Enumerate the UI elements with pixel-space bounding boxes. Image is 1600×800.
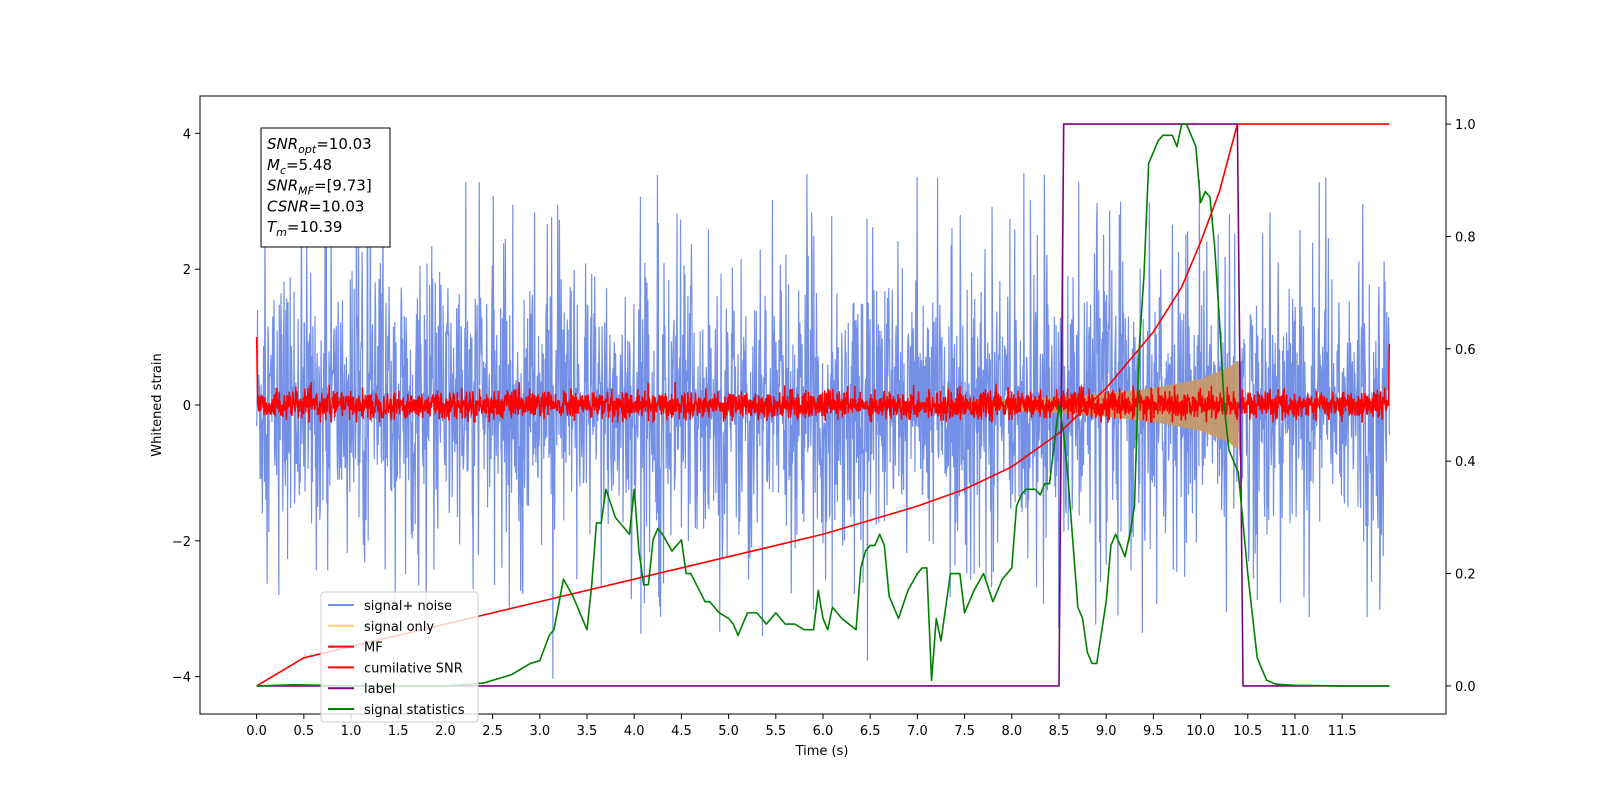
x-tick-label: 8.5 (1049, 724, 1070, 739)
info-symbol: M (267, 156, 280, 174)
info-subscript: c (280, 164, 286, 177)
x-tick-label: 4.5 (671, 724, 692, 739)
series-signal-noise (256, 173, 1390, 679)
legend-label: signal+ noise (364, 599, 452, 614)
info-symbol: T (267, 218, 278, 236)
x-tick-label: 0.0 (246, 724, 267, 739)
info-value: =10.03 (316, 135, 372, 153)
y-axis-right: 1.0 0.8 0.6 0.4 0.2 0.0 (1446, 118, 1476, 695)
x-tick-label: 5.0 (718, 724, 739, 739)
x-tick-label: 10.0 (1186, 724, 1215, 739)
info-value: =5.48 (286, 156, 332, 174)
x-axis-title: Time (s) (795, 744, 849, 759)
info-symbol: SNR (267, 135, 298, 153)
x-tick-label: 5.5 (765, 724, 786, 739)
legend-label: cumilative SNR (364, 661, 463, 676)
series-mf (255, 337, 1391, 423)
series-label (256, 123, 1390, 687)
series-signal-statistics (256, 123, 1390, 687)
x-tick-label: 1.0 (341, 724, 362, 739)
x-tick-label: 6.0 (813, 724, 834, 739)
x-tick-label: 1.5 (388, 724, 409, 739)
y-tick-label: −4 (172, 671, 191, 686)
x-tick-label: 9.0 (1096, 724, 1117, 739)
legend-label: MF (364, 641, 383, 656)
legend-label: signal only (364, 620, 434, 635)
info-box-line: Mc=5.48 (267, 156, 332, 177)
info-box-line: CSNR=10.03 (267, 197, 364, 215)
y-axis-left: 4 2 0 −2 −4 (172, 127, 200, 686)
x-tick-label: 11.0 (1280, 724, 1309, 739)
x-tick-label: 3.0 (529, 724, 550, 739)
y2-tick-label: 1.0 (1455, 118, 1476, 133)
info-value: =10.03 (309, 197, 365, 215)
x-tick-label: 2.5 (482, 724, 503, 739)
x-tick-label: 3.5 (577, 724, 598, 739)
y-tick-label: 0 (183, 399, 191, 414)
info-subscript: MF (298, 185, 314, 198)
y2-tick-label: 0.4 (1455, 455, 1476, 470)
legend-label: signal statistics (364, 703, 465, 718)
info-box-line: SNRopt=10.03 (267, 135, 372, 156)
x-tick-label: 7.0 (907, 724, 928, 739)
x-tick-label: 7.5 (954, 724, 975, 739)
x-tick-label: 0.5 (293, 724, 314, 739)
y-axis-title: Whitened strain (150, 353, 165, 456)
info-value: =[9.73] (314, 177, 372, 195)
x-tick-label: 8.0 (1001, 724, 1022, 739)
info-box-frame (260, 127, 391, 248)
legend-label: label (364, 682, 395, 697)
y2-tick-label: 0.6 (1455, 343, 1476, 358)
y-tick-label: −2 (172, 535, 191, 550)
y2-tick-label: 0.8 (1455, 230, 1476, 245)
info-subscript: opt (298, 143, 317, 156)
legend-frame (320, 591, 479, 723)
x-tick-label: 6.5 (860, 724, 881, 739)
info-box-line: Tm=10.39 (267, 218, 342, 239)
info-value: =10.39 (287, 218, 343, 236)
x-axis: 0.0 0.5 1.0 1.5 2.0 2.5 3.0 3.5 4.0 4.5 5.0 5.5 6.0 6… (246, 714, 1357, 739)
info-box: SNRopt=10.03Mc=5.48SNRMF=[9.73]CSNR=10.0… (260, 127, 391, 248)
info-symbol: CSNR (267, 197, 309, 215)
y-tick-label: 2 (183, 263, 191, 278)
y-tick-label: 4 (183, 127, 191, 142)
x-tick-label: 4.0 (624, 724, 645, 739)
y2-tick-label: 0.0 (1455, 680, 1476, 695)
info-subscript: m (276, 226, 287, 239)
info-symbol: SNR (267, 177, 298, 195)
x-tick-label: 11.5 (1328, 724, 1357, 739)
y2-tick-label: 0.2 (1455, 568, 1476, 583)
x-tick-label: 2.0 (435, 724, 456, 739)
x-tick-label: 10.5 (1233, 724, 1262, 739)
info-box-line: SNRMF=[9.73] (267, 177, 372, 198)
x-tick-label: 9.5 (1143, 724, 1164, 739)
legend: signal+ noise signal only MF cumilative SNR… (320, 591, 479, 723)
